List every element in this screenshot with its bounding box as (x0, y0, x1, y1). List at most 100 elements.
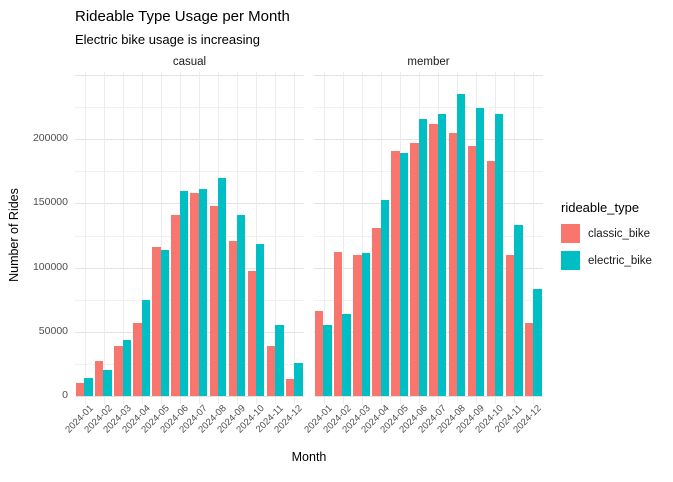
legend-title: rideable_type (561, 200, 640, 215)
gridline-vertical (275, 72, 277, 404)
bar-electric_bike-2024-06 (418, 118, 428, 396)
gridline-minor (75, 363, 304, 365)
chart-subtitle: Electric bike usage is increasing (75, 32, 260, 47)
y-tick-label: 50000 (38, 324, 68, 337)
legend: rideable_type classic_bike electric_bike (561, 200, 652, 278)
bar-electric_bike-2024-07 (198, 189, 208, 396)
gridline-minor (75, 107, 304, 109)
bar-electric_bike-2024-05 (399, 153, 409, 396)
gridline-minor (75, 171, 304, 173)
bar-electric_bike-2024-06 (179, 190, 189, 396)
gridline-vertical (160, 72, 162, 404)
gridline-minor (314, 107, 543, 109)
bar-electric_bike-2024-11 (514, 225, 523, 396)
facet-label-casual: casual (172, 56, 207, 68)
legend-label: classic_bike (588, 227, 650, 240)
bar-classic_bike-2024-05 (152, 247, 161, 396)
legend-items: classic_bike electric_bike (561, 224, 652, 270)
bar-electric_bike-2024-01 (323, 325, 332, 396)
bar-electric_bike-2024-10 (256, 244, 265, 396)
gridline-minor (314, 299, 543, 301)
gridline-major (314, 396, 543, 397)
chart-title: Rideable Type Usage per Month (75, 8, 290, 25)
gridline-major (314, 267, 543, 269)
y-tick-label: 0 (62, 389, 68, 401)
bar-classic_bike-2024-02 (334, 252, 343, 396)
bar-electric_bike-2024-02 (103, 370, 112, 396)
bar-electric_bike-2024-04 (141, 299, 150, 396)
gridline-vertical (256, 72, 258, 404)
gridline-major (314, 75, 543, 76)
gridline-minor (314, 363, 543, 365)
legend-item-classic_bike: classic_bike (561, 224, 652, 243)
bar-classic_bike-2024-04 (133, 322, 142, 396)
bar-electric_bike-2024-05 (160, 249, 170, 396)
bar-electric_bike-2024-11 (275, 325, 284, 396)
gridline-vertical (103, 72, 105, 404)
bar-classic_bike-2024-02 (95, 361, 104, 396)
bar-electric_bike-2024-10 (495, 113, 504, 396)
bar-electric_bike-2024-03 (122, 339, 131, 396)
bar-classic_bike-2024-10 (247, 271, 257, 396)
legend-item-electric_bike: electric_bike (561, 251, 652, 270)
facet-label-member: member (407, 56, 450, 68)
gridline-major (75, 331, 304, 333)
gridline-minor (75, 299, 304, 301)
gridline-major (314, 139, 543, 141)
bar-classic_bike-2024-01 (314, 311, 324, 396)
gridline-vertical (323, 72, 325, 404)
bar-classic_bike-2024-10 (486, 161, 496, 396)
y-axis-title: Number of Rides (7, 188, 21, 282)
bar-classic_bike-2024-09 (467, 145, 476, 396)
bar-classic_bike-2024-12 (524, 322, 534, 396)
gridline-major (75, 267, 304, 269)
gridline-major (314, 331, 543, 333)
gridline-major (75, 139, 304, 141)
gridline-vertical (141, 72, 143, 404)
gridline-vertical (294, 72, 296, 404)
gridline-vertical (361, 72, 363, 404)
bar-classic_bike-2024-11 (266, 345, 276, 396)
bar-classic_bike-2024-01 (75, 383, 85, 396)
gridline-major (75, 203, 304, 205)
bar-classic_bike-2024-04 (372, 227, 381, 396)
bar-electric_bike-2024-01 (84, 378, 93, 396)
bar-classic_bike-2024-07 (429, 123, 438, 396)
bar-electric_bike-2024-07 (437, 113, 447, 396)
bar-electric_bike-2024-12 (533, 289, 542, 396)
gridline-vertical (533, 72, 535, 404)
facet-panel-casual: 2024-01 2024-02 2024-03 2024-04 2024-05 2024-… (63, 72, 305, 435)
gridline-minor (314, 171, 543, 173)
bar-classic_bike-2024-11 (505, 254, 515, 396)
bar-classic_bike-2024-03 (114, 345, 123, 396)
bar-electric_bike-2024-08 (217, 177, 227, 396)
bar-classic_bike-2024-06 (410, 143, 419, 396)
bar-classic_bike-2024-07 (190, 193, 199, 396)
gridline-minor (314, 235, 543, 237)
gridline-vertical (122, 72, 124, 404)
gridline-vertical (84, 72, 86, 404)
legend-swatch-classic_bike (561, 224, 580, 243)
bar-electric_bike-2024-04 (380, 199, 389, 396)
bar-electric_bike-2024-09 (237, 214, 246, 396)
gridline-minor (75, 235, 304, 237)
y-tick-label: 200000 (32, 132, 68, 145)
gridline-major (75, 75, 304, 76)
gridline-major (75, 396, 304, 397)
y-tick-label: 150000 (32, 196, 68, 209)
bar-classic_bike-2024-03 (353, 254, 362, 396)
facet-panel-member: 2024-01 2024-02 2024-03 2024-04 2024-05 2024-… (302, 72, 544, 435)
bar-electric_bike-2024-03 (361, 253, 370, 396)
bar-classic_bike-2024-08 (448, 132, 457, 396)
bar-electric_bike-2024-09 (476, 108, 485, 396)
bar-electric_bike-2024-08 (456, 94, 466, 396)
legend-label: electric_bike (588, 254, 652, 267)
y-tick-label: 100000 (32, 260, 68, 273)
bar-classic_bike-2024-09 (228, 240, 237, 396)
bar-electric_bike-2024-12 (294, 362, 303, 396)
bar-classic_bike-2024-08 (209, 205, 218, 396)
x-axis-title: Month (291, 450, 327, 464)
bar-electric_bike-2024-02 (342, 313, 351, 396)
gridline-major (314, 203, 543, 205)
